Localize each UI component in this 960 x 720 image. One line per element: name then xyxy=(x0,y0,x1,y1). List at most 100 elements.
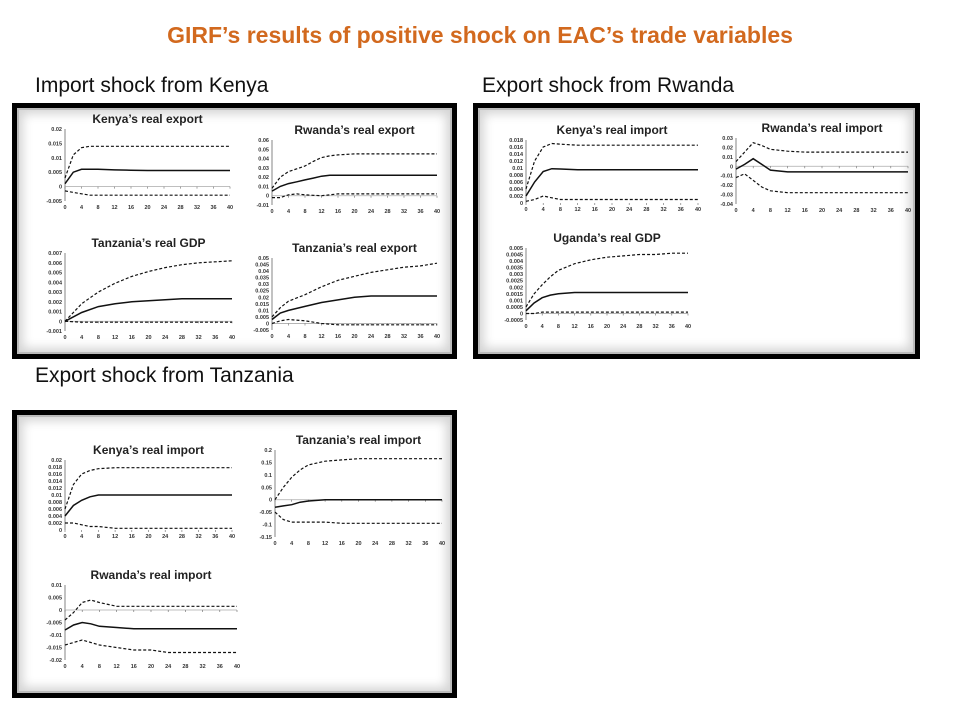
panel-tanzania-export-shock: Kenya’s real import 0.02 0.018 0.016 0.014 0.… xyxy=(12,410,457,698)
chart-8-y-tick-3: 0.014 xyxy=(48,479,63,485)
chart-5-y-tick-9: 0 xyxy=(520,201,523,207)
chart-7-series-1-dashed xyxy=(525,252,688,308)
chart-8-y-tick-8: 0.004 xyxy=(48,514,63,520)
chart-7-x-tick-6: 24 xyxy=(620,324,627,330)
chart-9-x-tick-5: 20 xyxy=(355,541,361,547)
chart-7-x-tick-0: 0 xyxy=(524,324,527,330)
chart-1-series-3-dashed xyxy=(64,190,230,196)
chart-1-x-tick-2: 8 xyxy=(96,205,99,211)
chart-10-series-1-dashed xyxy=(64,599,237,621)
chart-4-y-tick-5: 0.025 xyxy=(255,289,269,295)
chart-4-x-tick-8: 32 xyxy=(401,334,407,340)
chart-9-x-tick-1: 4 xyxy=(290,541,294,547)
chart-1-x-tick-8: 32 xyxy=(194,205,200,211)
chart-8-x-tick-3: 12 xyxy=(112,534,118,540)
chart-5-series-2-solid xyxy=(525,167,698,197)
chart-1-y-tick-4: 0 xyxy=(59,185,62,191)
chart-2-y-tick-5: 0.01 xyxy=(258,184,269,190)
chart-10-x-tick-1: 4 xyxy=(81,664,85,670)
chart-8-y-tick-9: 0.002 xyxy=(48,521,62,527)
chart-3-y-tick-3: 0.004 xyxy=(48,280,63,286)
chart-6-series-1-dashed xyxy=(735,142,908,163)
panel-rwanda-export-shock: Kenya’s real import 0.018 0.016 0.014 0.012 0… xyxy=(473,103,920,359)
chart-8-y-tick-0: 0.02 xyxy=(51,458,62,464)
chart-9-x-tick-9: 36 xyxy=(422,541,428,547)
chart-1-x-tick-1: 4 xyxy=(80,205,84,211)
chart-9-series-3-dashed xyxy=(274,511,442,524)
chart-3-y-tick-4: 0.003 xyxy=(48,290,62,296)
chart-6-series-3-dashed xyxy=(735,173,908,194)
chart-4-y-tick-3: 0.035 xyxy=(255,276,269,282)
chart-10-rwandas-real-import: Rwanda’s real import 0.01 0.005 0 -0.005 -0.0… xyxy=(46,568,240,670)
chart-3-x-tick-7: 28 xyxy=(179,335,185,341)
chart-8-y-tick-7: 0.006 xyxy=(48,507,62,513)
chart-2-series-1-dashed xyxy=(271,153,437,189)
chart-3-x-tick-3: 12 xyxy=(112,335,118,341)
chart-1-x-tick-10: 40 xyxy=(227,205,233,211)
chart-4-y-tick-4: 0.03 xyxy=(258,282,269,288)
chart-1-y-tick-3: 0.005 xyxy=(48,170,62,176)
panel-rwanda-export-shock-charts: Kenya’s real import0.0180.0160.0140.0120… xyxy=(504,121,911,330)
chart-9-y-tick-5: -0.05 xyxy=(259,510,272,516)
chart-2-y-tick-7: -0.01 xyxy=(256,203,269,209)
chart-1-y-tick-5: -0.005 xyxy=(46,199,62,205)
chart-5-y-tick-5: 0.008 xyxy=(509,173,523,179)
chart-9-tanzanias-real-import: Tanzania’s real import0.20.150.10.050-0.… xyxy=(259,433,445,547)
chart-2-x-tick-0: 0 xyxy=(270,209,273,215)
chart-7-y-tick-1: 0.0045 xyxy=(506,253,523,259)
chart-2-x-tick-6: 24 xyxy=(368,209,375,215)
chart-3-y-tick-1: 0.006 xyxy=(48,261,62,267)
chart-2-y-tick-3: 0.03 xyxy=(258,166,269,172)
chart-8-y-tick-2: 0.016 xyxy=(48,472,62,478)
chart-2-x-tick-4: 16 xyxy=(335,209,341,215)
chart-3-x-tick-5: 20 xyxy=(145,335,151,341)
chart-3-x-tick-8: 32 xyxy=(196,335,202,341)
chart-9-y-tick-6: -0.1 xyxy=(263,523,272,529)
chart-1-kenyas-real-export: Kenya’s real export0.020.0150.010.0050-0… xyxy=(46,112,233,211)
chart-8-x-tick-8: 32 xyxy=(196,534,202,540)
chart-4-y-tick-6: 0.02 xyxy=(258,295,269,301)
chart-1-x-tick-0: 0 xyxy=(63,205,66,211)
chart-6-x-tick-5: 20 xyxy=(819,208,825,214)
chart-5-y-tick-0: 0.018 xyxy=(509,138,523,144)
chart-8-series-2-solid xyxy=(64,494,232,517)
chart-5-x-tick-5: 20 xyxy=(609,207,615,213)
chart-4-title: Tanzania’s real export xyxy=(292,241,417,255)
chart-10-x-tick-0: 0 xyxy=(63,664,66,670)
chart-4-y-tick-9: 0.005 xyxy=(255,315,269,321)
chart-8-y-tick-1: 0.018 xyxy=(48,465,62,471)
chart-10-title: Rwanda’s real import xyxy=(91,568,212,582)
chart-5-x-tick-0: 0 xyxy=(524,207,527,213)
chart-6-x-tick-0: 0 xyxy=(734,208,737,214)
chart-3-x-tick-1: 4 xyxy=(80,335,84,341)
chart-7-x-tick-3: 12 xyxy=(572,324,578,330)
chart-1-y-tick-1: 0.015 xyxy=(48,141,62,147)
chart-1-y-tick-0: 0.02 xyxy=(51,127,62,133)
chart-3-x-tick-0: 0 xyxy=(63,335,66,341)
chart-2-y-tick-6: 0 xyxy=(266,194,269,200)
chart-7-y-tick-6: 0.002 xyxy=(509,285,523,291)
chart-8-kenyas-real-import: Kenya’s real import0.020.0180.0160.0140.… xyxy=(48,443,235,540)
chart-8-x-tick-2: 8 xyxy=(97,534,100,540)
chart-5-y-tick-2: 0.014 xyxy=(509,152,524,158)
chart-2-series-2-solid xyxy=(271,174,437,192)
chart-5-title: Kenya’s real import xyxy=(557,123,668,137)
chart-1-x-tick-3: 12 xyxy=(111,205,117,211)
chart-9-x-tick-3: 12 xyxy=(322,541,328,547)
chart-6-x-tick-9: 36 xyxy=(888,208,894,214)
chart-9-x-tick-10: 40 xyxy=(439,541,445,547)
chart-8-y-tick-10: 0 xyxy=(59,528,62,534)
chart-4-x-tick-10: 40 xyxy=(434,334,440,340)
chart-8-x-tick-10: 40 xyxy=(229,534,235,540)
chart-5-x-tick-8: 32 xyxy=(661,207,667,213)
chart-4-series-2-solid xyxy=(271,295,437,321)
chart-10-series-2-solid xyxy=(64,621,237,631)
chart-5-y-tick-8: 0.002 xyxy=(509,194,523,200)
chart-7-y-tick-4: 0.003 xyxy=(509,272,523,278)
chart-10-x-tick-10: 40 xyxy=(234,664,240,670)
chart-4-x-tick-1: 4 xyxy=(287,334,291,340)
chart-6-x-tick-7: 28 xyxy=(853,208,859,214)
chart-9-title: Tanzania’s real import xyxy=(296,433,421,447)
chart-4-x-tick-4: 16 xyxy=(335,334,341,340)
chart-1-x-tick-4: 16 xyxy=(128,205,134,211)
